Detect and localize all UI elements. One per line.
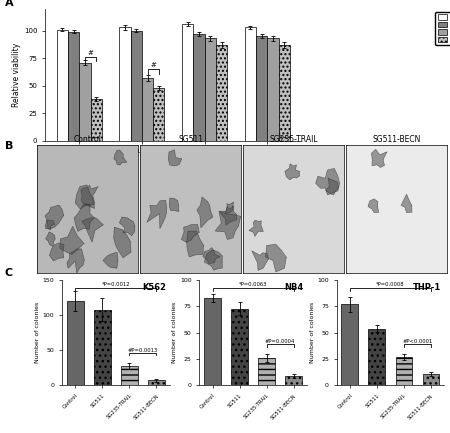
Polygon shape — [203, 248, 220, 264]
Polygon shape — [368, 199, 378, 213]
Bar — [121, 366, 138, 385]
Polygon shape — [215, 211, 241, 239]
Text: *P=0.0012: *P=0.0012 — [102, 282, 130, 288]
Bar — [396, 357, 412, 385]
Polygon shape — [168, 150, 182, 166]
Bar — [267, 39, 279, 141]
Polygon shape — [266, 244, 286, 272]
Bar — [90, 99, 102, 141]
Polygon shape — [45, 205, 64, 229]
Polygon shape — [114, 150, 127, 165]
Bar — [216, 45, 227, 141]
Legend: Control, Ad5-BECN, SG511, SG511-BECN: Control, Ad5-BECN, SG511, SG511-BECN — [435, 12, 450, 45]
Polygon shape — [204, 250, 222, 270]
Polygon shape — [371, 149, 387, 168]
Bar — [279, 45, 290, 141]
Bar — [79, 63, 90, 141]
Text: #P<0.0001: #P<0.0001 — [402, 339, 432, 344]
Bar — [369, 329, 385, 385]
Bar — [205, 39, 216, 141]
Polygon shape — [114, 227, 131, 258]
Title: SG511-BECN: SG511-BECN — [372, 135, 421, 144]
Polygon shape — [285, 164, 300, 180]
Text: #: # — [88, 50, 94, 56]
Bar — [57, 29, 68, 141]
Bar — [245, 27, 256, 141]
Bar — [68, 32, 79, 141]
Title: SG235-TRAIL: SG235-TRAIL — [269, 135, 318, 144]
Polygon shape — [315, 168, 340, 195]
Bar — [423, 374, 439, 385]
Polygon shape — [82, 218, 103, 242]
Polygon shape — [50, 243, 64, 261]
Y-axis label: Number of colonies: Number of colonies — [310, 302, 315, 363]
Bar — [119, 27, 130, 141]
Text: #P=0.0004: #P=0.0004 — [265, 339, 295, 344]
Bar — [194, 34, 205, 141]
Title: SG511: SG511 — [178, 135, 203, 144]
Polygon shape — [169, 198, 179, 212]
Polygon shape — [45, 220, 54, 230]
Text: NB4: NB4 — [284, 283, 304, 292]
Polygon shape — [147, 200, 167, 229]
Bar — [342, 304, 358, 385]
Bar — [142, 78, 153, 141]
Y-axis label: Number of colonies: Number of colonies — [172, 302, 177, 363]
Bar — [256, 36, 267, 141]
Text: #: # — [150, 62, 156, 68]
Y-axis label: Number of colonies: Number of colonies — [35, 302, 40, 363]
Polygon shape — [249, 220, 263, 236]
Text: THP-1: THP-1 — [413, 283, 441, 292]
Bar — [130, 31, 142, 141]
Bar — [182, 24, 194, 141]
Polygon shape — [74, 204, 94, 231]
Polygon shape — [81, 185, 98, 205]
Polygon shape — [103, 252, 118, 268]
Polygon shape — [326, 178, 338, 195]
Bar — [258, 358, 275, 385]
Text: B: B — [4, 142, 13, 152]
Polygon shape — [75, 185, 94, 209]
Text: A: A — [4, 0, 13, 9]
Polygon shape — [225, 202, 234, 213]
Polygon shape — [181, 224, 199, 242]
Polygon shape — [401, 194, 412, 213]
Polygon shape — [219, 206, 237, 225]
Polygon shape — [187, 231, 204, 257]
Text: *P=0.0063: *P=0.0063 — [239, 282, 267, 288]
Polygon shape — [67, 249, 84, 273]
Bar — [94, 310, 111, 385]
Bar — [148, 381, 165, 385]
Polygon shape — [119, 217, 135, 236]
Text: C: C — [4, 268, 13, 278]
Polygon shape — [197, 197, 213, 228]
Bar — [231, 309, 248, 385]
Bar — [67, 301, 84, 385]
Text: K562: K562 — [142, 283, 166, 292]
Bar — [285, 376, 302, 385]
Bar — [204, 298, 221, 385]
Polygon shape — [45, 232, 55, 246]
Y-axis label: Relative viability: Relative viability — [12, 42, 21, 107]
Polygon shape — [252, 251, 268, 270]
Text: #P=0.0013: #P=0.0013 — [128, 348, 158, 353]
Text: *P=0.0008: *P=0.0008 — [376, 282, 405, 288]
Polygon shape — [60, 226, 84, 254]
Title: Control: Control — [74, 135, 102, 144]
Bar — [153, 88, 164, 141]
